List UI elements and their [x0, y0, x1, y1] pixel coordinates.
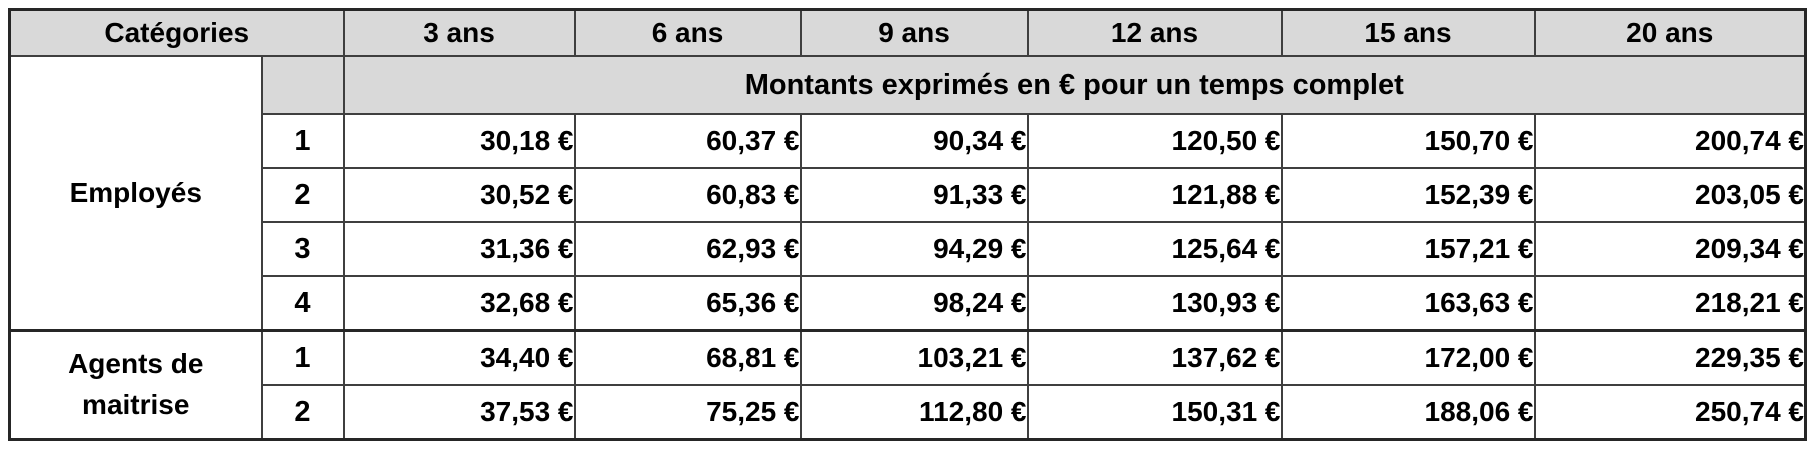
value-cell: 37,53 €: [342, 384, 576, 441]
value-cell: 200,74 €: [1533, 113, 1807, 169]
value-cell: 94,29 €: [799, 221, 1029, 277]
value-cell: 103,21 €: [799, 329, 1029, 386]
level-cell: 2: [260, 167, 345, 223]
level-cell: 3: [260, 221, 345, 277]
value-cell: 218,21 €: [1533, 275, 1807, 332]
salary-scale-table: Catégories 3 ans 6 ans 9 ans 12 ans 15 ans 20…: [8, 8, 1807, 441]
value-cell: 30,18 €: [342, 113, 576, 169]
value-cell: 32,68 €: [342, 275, 576, 332]
table-row: 2 37,53 €75,25 €112,80 €150,31 €188,06 €2…: [10, 384, 1807, 441]
header-row: Catégories 3 ans 6 ans 9 ans 12 ans 15 ans 20…: [8, 8, 1807, 57]
value-cell: 120,50 €: [1026, 113, 1283, 169]
year-header: 6 ans: [573, 8, 802, 57]
value-cell: 150,31 €: [1026, 384, 1283, 441]
value-cell: 209,34 €: [1533, 221, 1807, 277]
subtitle-cell: Montants exprimés en € pour un temps com…: [342, 55, 1807, 115]
value-cell: 172,00 €: [1280, 329, 1536, 386]
value-cell: 91,33 €: [799, 167, 1029, 223]
year-header: 3 ans: [342, 8, 576, 57]
value-cell: 65,36 €: [573, 275, 802, 332]
value-cell: 137,62 €: [1026, 329, 1283, 386]
category-cell-employes: Employés: [8, 55, 263, 332]
value-cell: 250,74 €: [1533, 384, 1807, 441]
value-cell: 157,21 €: [1280, 221, 1536, 277]
value-cell: 229,35 €: [1533, 329, 1807, 386]
value-cell: 150,70 €: [1280, 113, 1536, 169]
category-label: Employés: [69, 176, 202, 208]
value-cell: 31,36 €: [342, 221, 576, 277]
value-cell: 60,83 €: [573, 167, 802, 223]
table-body: Employés Montants exprimés en € pour un t…: [8, 55, 1807, 441]
table-row: 4 32,68 €65,36 €98,24 €130,93 €163,63 €21…: [10, 275, 1807, 332]
level-cell: 1: [260, 113, 345, 169]
value-cell: 203,05 €: [1533, 167, 1807, 223]
category-cell-agents-de-maitrise: Agents de maitrise: [8, 329, 263, 441]
year-header: 15 ans: [1280, 8, 1536, 57]
value-cell: 188,06 €: [1280, 384, 1536, 441]
value-cell: 98,24 €: [799, 275, 1029, 332]
value-cell: 34,40 €: [342, 329, 576, 386]
value-cell: 90,34 €: [799, 113, 1029, 169]
value-cell: 112,80 €: [799, 384, 1029, 441]
table-row: Agents de maitrise 1 34,40 €68,81 €103,21 …: [8, 329, 1807, 441]
value-cell: 163,63 €: [1280, 275, 1536, 332]
value-cell: 152,39 €: [1280, 167, 1536, 223]
table-row: 1 30,18 €60,37 €90,34 €120,50 €150,70 €20…: [10, 113, 1807, 169]
year-header: 12 ans: [1026, 8, 1283, 57]
value-cell: 60,37 €: [573, 113, 802, 169]
value-cell: 30,52 €: [342, 167, 576, 223]
level-cell: 1: [260, 329, 345, 386]
category-label: Agents de maitrise: [68, 348, 204, 420]
value-cell: 62,93 €: [573, 221, 802, 277]
value-cell: 125,64 €: [1026, 221, 1283, 277]
value-cell: 68,81 €: [573, 329, 802, 386]
value-cell: 121,88 €: [1026, 167, 1283, 223]
table-row: 3 31,36 €62,93 €94,29 €125,64 €157,21 €20…: [10, 221, 1807, 277]
level-cell: 4: [260, 275, 345, 332]
blank-cell: [260, 55, 345, 115]
table-row: 2 30,52 €60,83 €91,33 €121,88 €152,39 €20…: [10, 167, 1807, 223]
value-cell: 75,25 €: [573, 384, 802, 441]
subtitle-row: Employés Montants exprimés en € pour un t…: [8, 55, 1807, 332]
year-header: 20 ans: [1533, 8, 1807, 57]
level-cell: 2: [260, 384, 345, 441]
year-header: 9 ans: [799, 8, 1029, 57]
value-cell: 130,93 €: [1026, 275, 1283, 332]
categories-header: Catégories: [8, 8, 345, 57]
